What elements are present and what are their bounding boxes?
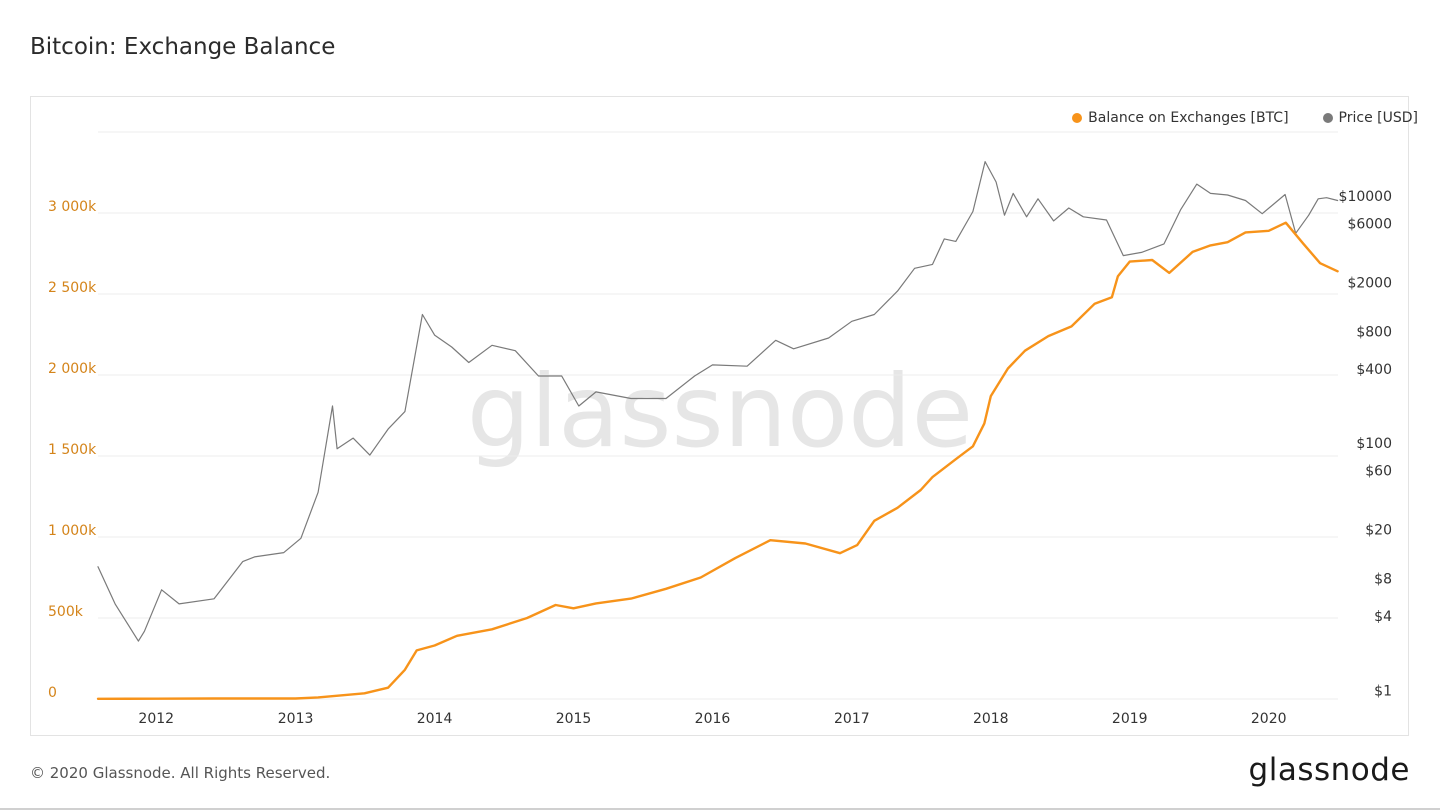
y-right-tick-label: $400: [1356, 362, 1392, 378]
y-right-tick-label: $8: [1374, 572, 1392, 588]
exchange-balance-series-line: [96, 221, 1339, 700]
series-layer: [96, 161, 1339, 700]
y-right-tick-label: $2000: [1347, 275, 1392, 291]
y-right-tick-label: $4: [1374, 609, 1392, 625]
x-axis: 2012 2013 2014 2015 2016 2017 2018 2019 2020: [138, 711, 1286, 727]
legend-label-price: Price [USD]: [1338, 110, 1418, 126]
x-tick-label: 2016: [695, 711, 731, 727]
y-axis-right: $1 $4 $8 $20 $60 $100 $400 $800 $2000 $6000 $10000: [1339, 189, 1393, 699]
y-left-tick-label: 2 000k: [48, 361, 97, 377]
y-left-tick-label: 2 500k: [48, 280, 97, 296]
x-tick-label: 2017: [834, 711, 870, 727]
copyright-text: © 2020 Glassnode. All Rights Reserved.: [30, 764, 331, 782]
legend-label-exchange-balance: Balance on Exchanges [BTC]: [1088, 110, 1289, 126]
watermark-text: glassnode: [467, 353, 973, 470]
y-axis-left: 0 500k 1 000k 1 500k 2 000k 2 500k 3 000k: [48, 199, 97, 701]
legend-dot-exchange-balance: [1072, 113, 1083, 123]
y-right-tick-label: $10000: [1339, 189, 1392, 205]
y-right-tick-label: $6000: [1347, 216, 1392, 232]
price-series-line: [97, 161, 1339, 642]
legend-item-exchange-balance[interactable]: Balance on Exchanges [BTC]: [1072, 110, 1289, 126]
page-title: Bitcoin: Exchange Balance: [30, 34, 336, 60]
y-right-tick-label: $20: [1365, 523, 1392, 539]
grid-lines: [98, 131, 1338, 700]
x-tick-label: 2012: [138, 711, 174, 727]
chart-frame: [30, 96, 1409, 736]
y-left-tick-label: 0: [48, 685, 57, 701]
x-tick-label: 2013: [278, 711, 314, 727]
x-tick-label: 2014: [417, 711, 453, 727]
y-left-tick-label: 1 500k: [48, 442, 97, 458]
bottom-divider: [0, 808, 1440, 810]
y-left-tick-label: 1 000k: [48, 523, 97, 539]
x-tick-label: 2015: [556, 711, 592, 727]
y-right-tick-label: $800: [1356, 325, 1392, 341]
x-tick-label: 2018: [973, 711, 1009, 727]
legend-dot-price: [1322, 113, 1333, 123]
y-right-tick-label: $100: [1356, 436, 1392, 452]
y-left-tick-label: 3 000k: [48, 199, 97, 215]
x-tick-label: 2020: [1251, 711, 1287, 727]
y-left-tick-label: 500k: [48, 604, 84, 620]
x-tick-label: 2019: [1112, 711, 1148, 727]
y-right-tick-label: $60: [1365, 464, 1392, 480]
legend-item-price[interactable]: Price [USD]: [1322, 110, 1418, 126]
glassnode-logo[interactable]: glassnode: [1248, 752, 1410, 788]
legend: Balance on Exchanges [BTC] Price [USD]: [1072, 110, 1418, 126]
y-right-tick-label: $1: [1374, 683, 1392, 699]
